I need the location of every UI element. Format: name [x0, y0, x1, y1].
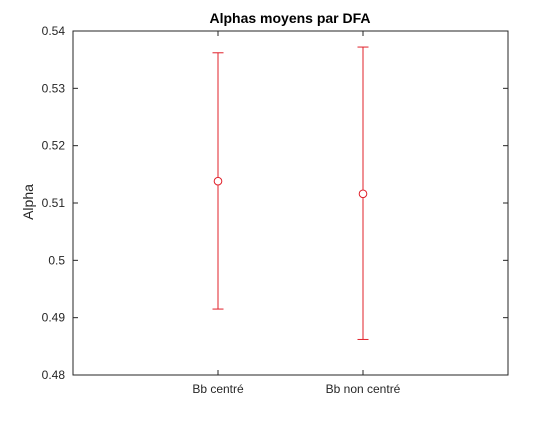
x-axis: Bb centré Bb non centré — [192, 31, 401, 396]
y-tick-label: 0.49 — [42, 311, 66, 325]
plot-box — [72, 30, 509, 376]
x-tick-label: Bb centré — [192, 382, 244, 396]
y-axis-label: Alpha — [20, 184, 36, 220]
x-tick-label: Bb non centré — [326, 382, 401, 396]
y-tick-label: 0.53 — [42, 81, 66, 95]
y-tick-label: 0.5 — [48, 253, 65, 267]
y-tick-label: 0.48 — [42, 368, 66, 382]
chart-title: Alphas moyens par DFA — [209, 10, 370, 26]
mean-marker — [213, 176, 223, 186]
series-layer — [212, 46, 369, 340]
y-axis: 0.48 0.49 0.5 0.51 0.52 0.53 0.54 — [42, 24, 508, 382]
y-tick-label: 0.51 — [42, 196, 66, 210]
mean-marker — [358, 189, 368, 199]
y-tick-label: 0.52 — [42, 139, 66, 153]
y-tick-label: 0.54 — [42, 24, 66, 38]
